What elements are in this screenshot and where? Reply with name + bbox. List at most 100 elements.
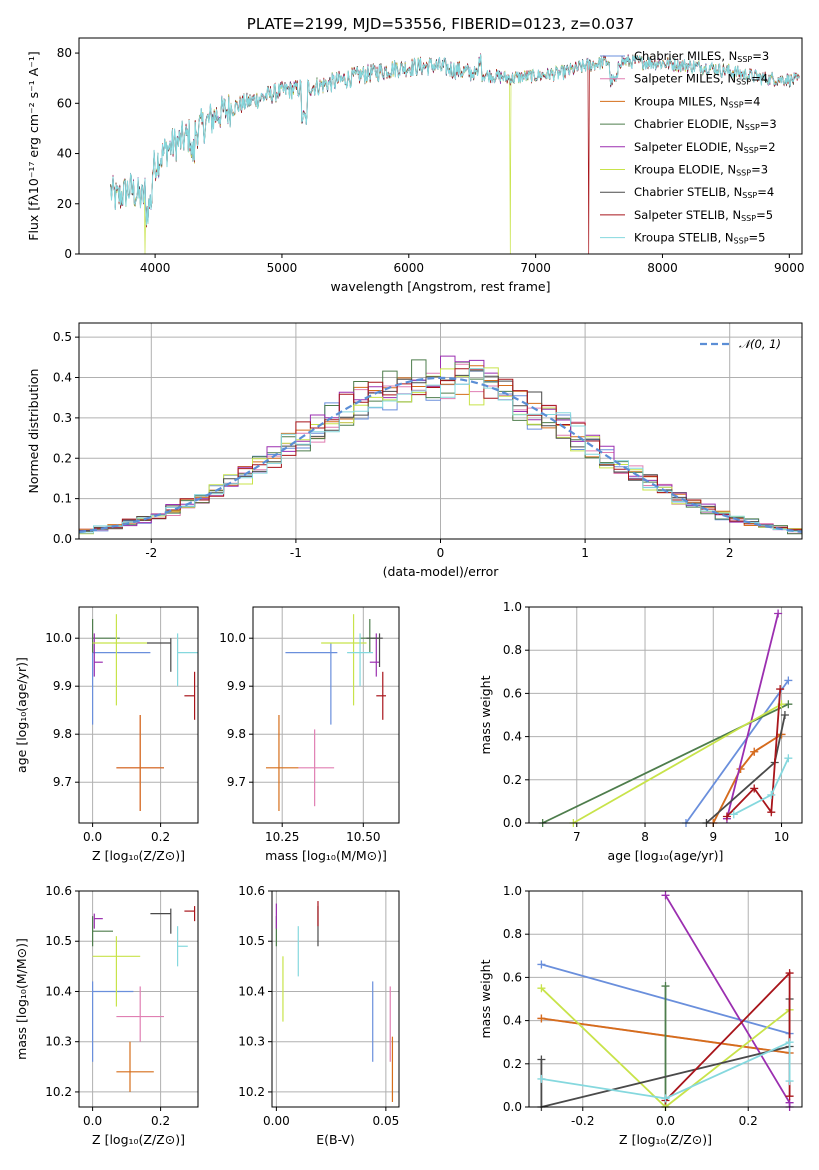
x-tick-label: 10 bbox=[774, 830, 789, 844]
y-tick-label: 10.2 bbox=[45, 1085, 72, 1099]
legend-subscript: SSP bbox=[742, 192, 757, 201]
y-axis-label: age [log₁₀(age/yr)] bbox=[14, 657, 29, 773]
y-tick-label: 9.7 bbox=[53, 775, 72, 789]
weight-marker-salpeter-stelib bbox=[750, 784, 759, 793]
weight-marker-kroupa-stelib bbox=[729, 810, 738, 819]
y-tick-label: 9.7 bbox=[227, 775, 246, 789]
y-tick-label: 10.2 bbox=[238, 1085, 265, 1099]
legend-label-kroupa-stelib: Kroupa STELIB, NSSP=5 bbox=[634, 231, 765, 246]
x-tick-label: 7000 bbox=[520, 261, 551, 275]
y-tick-label: 9.9 bbox=[53, 679, 72, 693]
legend-label-gaussian: 𝒩(0, 1) bbox=[739, 337, 781, 351]
weight-marker-salpeter-stelib bbox=[785, 1092, 794, 1101]
y-tick-label: 60 bbox=[57, 96, 72, 110]
weight-line-kroupa-elodie bbox=[572, 703, 782, 824]
weight-marker-kroupa-elodie bbox=[537, 984, 546, 993]
x-axis-label: wavelength [Angstrom, rest frame] bbox=[330, 279, 550, 294]
weight-line-kroupa-stelib bbox=[541, 1040, 791, 1100]
axes-layer bbox=[75, 37, 803, 1111]
y-tick-label: 0.5 bbox=[53, 330, 72, 344]
x-axis-label: (data-model)/error bbox=[383, 564, 500, 579]
weight-marker-chabrier-stelib bbox=[780, 711, 789, 719]
legend-label-chabrier-elodie: Chabrier ELODIE, NSSP=3 bbox=[634, 117, 777, 132]
axes-frame bbox=[528, 606, 803, 824]
y-tick-label: 0.3 bbox=[53, 411, 72, 425]
y-tick-label: 0.6 bbox=[503, 970, 522, 984]
weight-line-chabrier-stelib bbox=[705, 714, 786, 824]
y-tick-label: 10.3 bbox=[45, 1035, 72, 1049]
legend-count: =2 bbox=[759, 140, 776, 154]
weight-line-kroupa-miles bbox=[712, 733, 782, 824]
y-tick-label: 0.4 bbox=[503, 730, 522, 744]
legend-count: =4 bbox=[751, 72, 768, 86]
weight-marker-kroupa-miles bbox=[537, 1014, 546, 1023]
legend-label-salpeter-stelib: Salpeter STELIB, NSSP=5 bbox=[634, 208, 773, 223]
legend-subscript: SSP bbox=[737, 55, 752, 64]
y-tick-label: 10.3 bbox=[238, 1035, 265, 1049]
x-tick-label: 10.25 bbox=[265, 830, 299, 844]
legend-label-kroupa-elodie: Kroupa ELODIE, NSSP=3 bbox=[634, 163, 768, 178]
legend-subscript: SSP bbox=[745, 123, 760, 132]
axes-frame bbox=[528, 890, 803, 1108]
x-tick-label: 0.2 bbox=[151, 830, 170, 844]
grid-layer bbox=[79, 323, 802, 1108]
data-layer bbox=[78, 52, 803, 1111]
weight-marker-chabrier-elodie bbox=[784, 700, 793, 709]
x-axis-label: mass [log₁₀(M/M⊙)] bbox=[265, 848, 387, 863]
x-tick-label: 0.00 bbox=[263, 1114, 290, 1128]
x-tick-label: 0.2 bbox=[151, 1114, 170, 1128]
x-tick-label: 10.50 bbox=[346, 830, 380, 844]
legend-count: =4 bbox=[757, 185, 774, 199]
weight-marker-salpeter-stelib bbox=[785, 969, 794, 978]
x-tick-label: 8 bbox=[641, 830, 649, 844]
x-tick-label: 8000 bbox=[647, 261, 678, 275]
x-tick-label: 6000 bbox=[394, 261, 425, 275]
weight-marker-kroupa-stelib bbox=[661, 1094, 670, 1103]
axes-frame bbox=[78, 322, 803, 540]
x-tick-label: 0.05 bbox=[373, 1114, 400, 1128]
weight-marker-salpeter-stelib bbox=[776, 685, 785, 694]
y-tick-label: 10.5 bbox=[45, 934, 72, 948]
x-tick-label: 0 bbox=[437, 546, 445, 560]
y-tick-label: 0.2 bbox=[503, 1057, 522, 1071]
weight-line-salpeter-stelib bbox=[664, 970, 791, 1102]
legend-count: =5 bbox=[749, 231, 766, 245]
weight-line-salpeter-elodie bbox=[664, 894, 791, 1107]
x-tick-label: -1 bbox=[290, 546, 302, 560]
legend-subscript: SSP bbox=[729, 101, 744, 110]
y-tick-label: 9.9 bbox=[227, 679, 246, 693]
legend-label-salpeter-elodie: Salpeter ELODIE, NSSP=2 bbox=[634, 140, 776, 155]
legend-subscript: SSP bbox=[741, 214, 756, 223]
y-tick-label: 0.4 bbox=[503, 1014, 522, 1028]
weight-marker-salpeter-stelib bbox=[767, 808, 776, 817]
weight-marker-kroupa-stelib bbox=[767, 790, 776, 799]
x-axis-label: Z [log₁₀(Z/Z⊙)] bbox=[619, 1132, 712, 1147]
x-tick-label: 0.0 bbox=[656, 1114, 675, 1128]
spectrum-line-kroupa-stelib bbox=[110, 54, 800, 226]
weight-marker-salpeter-stelib bbox=[722, 812, 731, 821]
y-tick-label: 10.5 bbox=[238, 934, 265, 948]
y-axis-label: Normed distribution bbox=[26, 369, 41, 494]
weight-marker-salpeter-elodie bbox=[661, 891, 670, 900]
weight-line-chabrier-miles bbox=[685, 679, 790, 824]
y-tick-label: 0.2 bbox=[503, 773, 522, 787]
weight-marker-chabrier-stelib bbox=[537, 1055, 546, 1064]
weight-line-salpeter-elodie bbox=[726, 613, 779, 819]
x-tick-label: 9000 bbox=[774, 261, 805, 275]
legend-label-kroupa-miles: Kroupa MILES, NSSP=4 bbox=[634, 94, 760, 109]
x-tick-label: 9 bbox=[709, 830, 717, 844]
legend-label-salpeter-miles: Salpeter MILES, NSSP=4 bbox=[634, 72, 768, 87]
legend-count: =3 bbox=[752, 49, 769, 63]
y-tick-label: 0.8 bbox=[503, 643, 522, 657]
weight-marker-salpeter-elodie bbox=[774, 609, 783, 618]
y-tick-label: 0.0 bbox=[503, 816, 522, 830]
x-tick-label: 7 bbox=[573, 830, 581, 844]
y-tick-label: 10.4 bbox=[45, 984, 72, 998]
axes-frame bbox=[78, 606, 199, 824]
legend-subscript: SSP bbox=[744, 146, 759, 155]
weight-marker-kroupa-stelib bbox=[537, 1074, 546, 1083]
axes-frame bbox=[78, 890, 199, 1108]
legend-count: =3 bbox=[760, 117, 777, 131]
y-tick-label: 1.0 bbox=[503, 600, 522, 614]
